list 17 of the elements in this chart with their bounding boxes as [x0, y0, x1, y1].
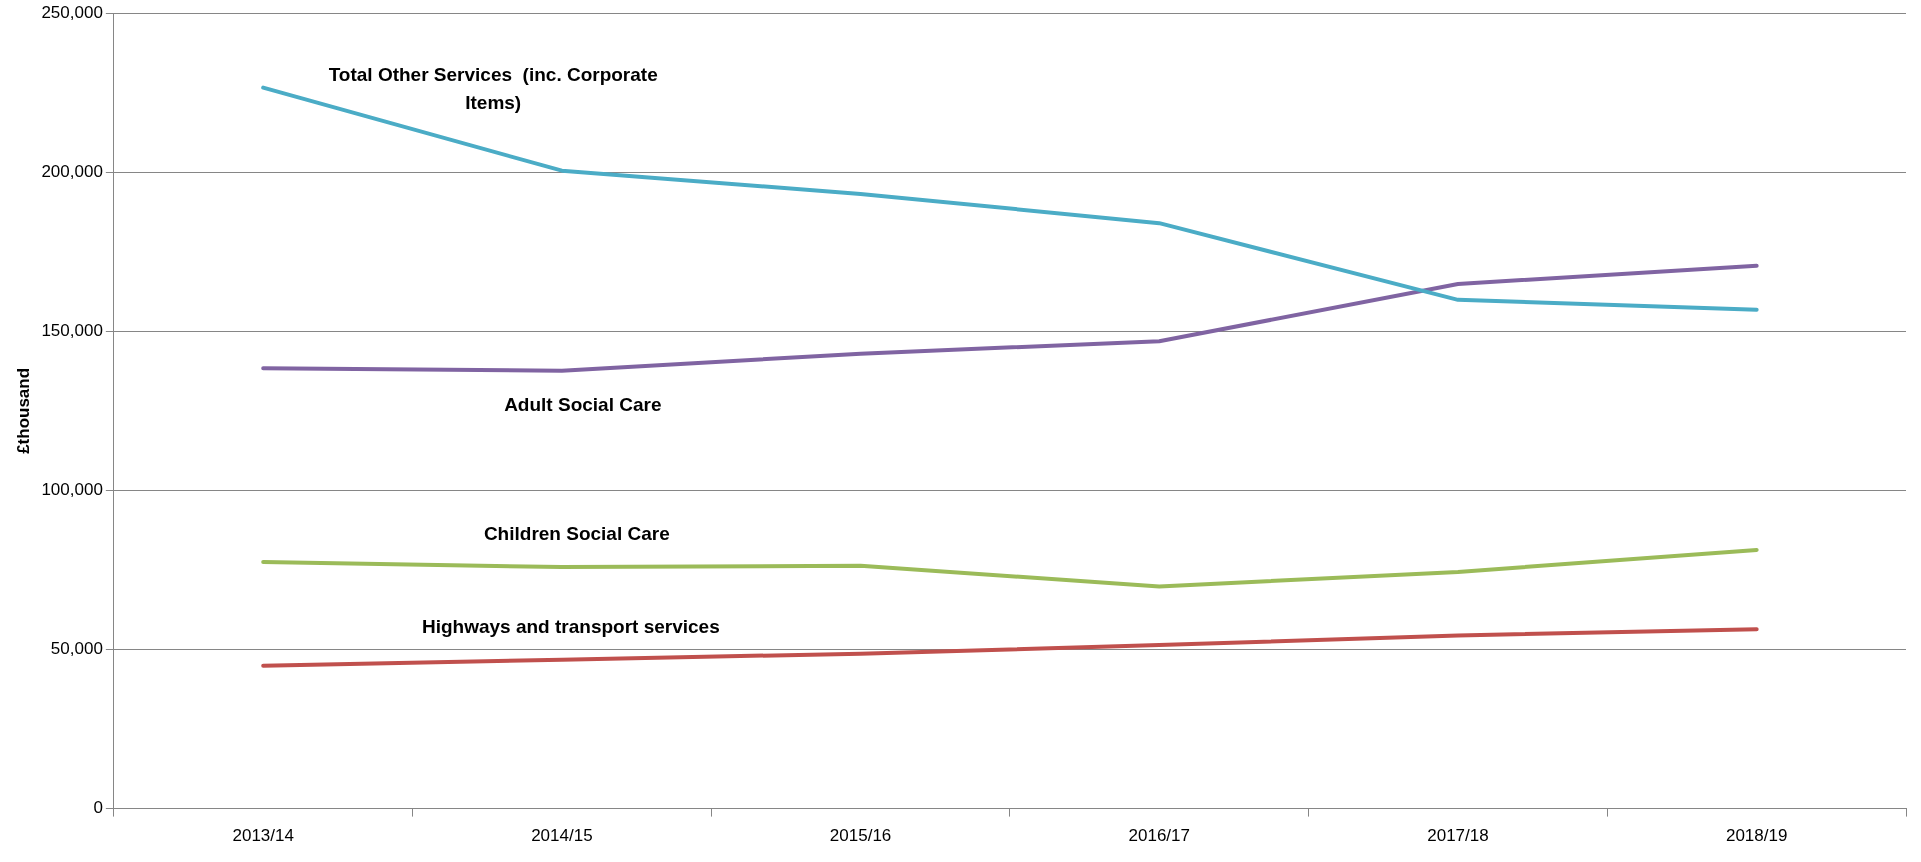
- x-tick-label: 2017/18: [1427, 826, 1489, 846]
- series-label: Children Social Care: [483, 523, 670, 545]
- x-tick-label: 2014/15: [531, 826, 593, 846]
- y-tick-label: 150,000: [41, 321, 103, 341]
- series-label: Total Other Services (inc. Corporate Items): [328, 63, 658, 113]
- y-tick-label: 250,000: [41, 2, 103, 22]
- series-label: Highways and transport services: [421, 615, 720, 637]
- x-tick-label: 2013/14: [232, 826, 294, 846]
- series-label: Adult Social Care: [504, 393, 662, 415]
- x-tick-label: 2018/19: [1725, 826, 1788, 846]
- x-tick-label: 2015/16: [829, 826, 892, 846]
- y-axis-title: £thousand: [13, 367, 33, 454]
- y-tick-label: 100,000: [41, 480, 103, 500]
- y-tick-label: 200,000: [41, 161, 103, 181]
- y-tick-label: 50,000: [50, 639, 103, 659]
- y-tick-label: 0: [93, 798, 103, 818]
- x-tick-label: 2016/17: [1128, 826, 1190, 846]
